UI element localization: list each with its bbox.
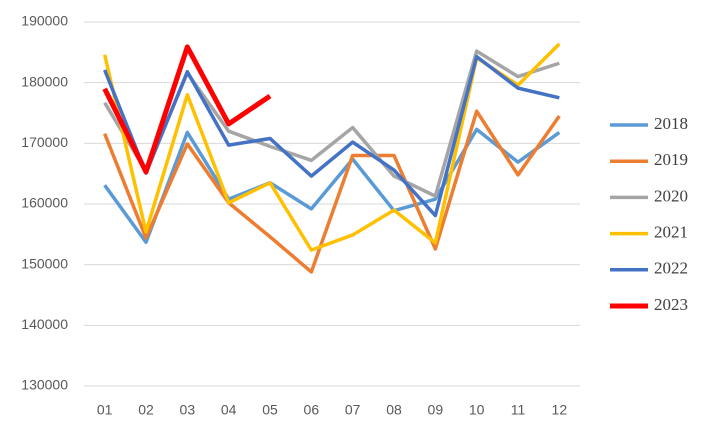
legend-label: 2020 [654, 186, 688, 205]
x-tick-label: 08 [386, 402, 402, 418]
y-tick-label: 160000 [21, 195, 68, 211]
x-tick-label: 01 [97, 402, 113, 418]
x-tick-label: 05 [262, 402, 278, 418]
legend-label: 2023 [654, 295, 688, 314]
series-line [103, 109, 561, 274]
series-line [103, 127, 561, 244]
series-line [103, 54, 560, 218]
series-line [102, 44, 272, 175]
x-tick-label: 02 [138, 402, 154, 418]
legend-label: 2022 [654, 259, 688, 278]
y-tick-label: 140000 [21, 316, 68, 332]
x-tick-label: 12 [552, 402, 568, 418]
x-tick-label: 11 [511, 402, 526, 418]
legend-label: 2021 [654, 223, 688, 242]
legend-label: 2018 [654, 114, 688, 133]
y-tick-label: 180000 [21, 73, 68, 89]
y-tick-label: 190000 [21, 13, 68, 29]
x-tick-label: 06 [304, 402, 320, 418]
x-tick-label: 09 [428, 402, 444, 418]
series-line [102, 42, 561, 252]
x-tick-label: 04 [221, 402, 237, 418]
x-tick-label: 03 [180, 402, 196, 418]
y-tick-label: 150000 [21, 255, 68, 271]
y-tick-label: 170000 [21, 134, 68, 150]
legend-label: 2019 [654, 150, 688, 169]
x-tick-label: 07 [345, 402, 361, 418]
x-tick-label: 10 [469, 402, 485, 418]
y-tick-label: 130000 [21, 377, 68, 393]
